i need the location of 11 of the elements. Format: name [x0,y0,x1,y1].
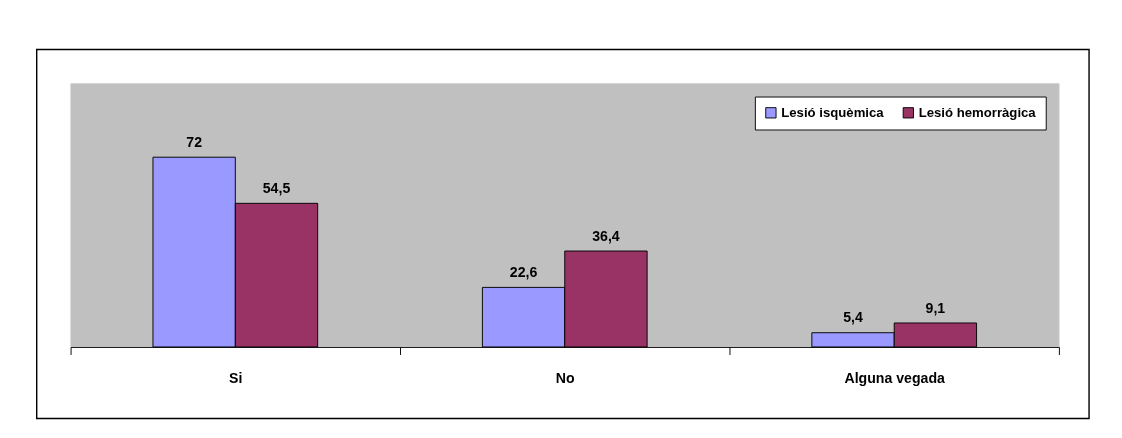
data-label: 72 [186,133,203,150]
data-label: 54,5 [262,179,291,196]
x-tick-label: No [555,370,576,387]
x-tick-label: Si [229,370,243,387]
data-label: 22,6 [509,264,538,281]
x-tick-label: Alguna vegada [844,370,946,387]
data-label: 9,1 [925,299,946,316]
data-label: 36,4 [592,227,620,244]
legend-label: Lesió hemorràgica [918,104,1037,120]
legend-label: Lesió isquèmica [781,104,885,120]
data-label: 5,4 [843,309,863,326]
